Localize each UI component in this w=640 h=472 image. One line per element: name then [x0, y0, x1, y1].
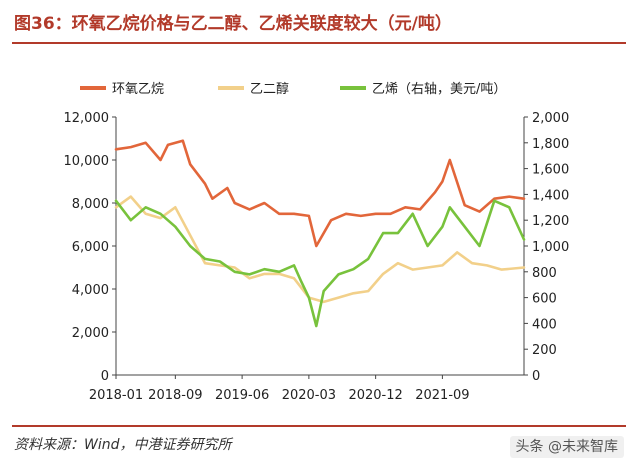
y-left-tick-label: 12,000: [64, 111, 110, 126]
series-lines: [114, 139, 526, 328]
y-right-tick-label: 0: [532, 369, 540, 384]
y-right-tick-label: 1,600: [532, 163, 569, 178]
axes: 0 2,000 4,000 6,000 8,000 10,000 12,000 0 200 400…: [64, 111, 570, 403]
watermark: 头条 @未来智库: [509, 436, 624, 458]
x-tick-label: 2018-09: [148, 388, 202, 403]
x-tick-label: 2018-01: [89, 388, 143, 403]
y-right-tick-label: 400: [532, 317, 557, 332]
x-tick-label: 2020-03: [282, 388, 336, 403]
watermark-text: 头条 @未来智库: [509, 436, 624, 458]
y-right-tick-label: 800: [532, 266, 557, 281]
y-left-tick-label: 10,000: [64, 154, 110, 169]
y-left-tick-label: 6,000: [72, 240, 109, 255]
y-right-tick-label: 1,400: [532, 188, 569, 203]
y-left-tick-label: 0: [101, 369, 109, 384]
x-tick-label: 2019-06: [215, 388, 269, 403]
y-left-tick-label: 2,000: [72, 326, 109, 341]
y-right-tick-label: 1,200: [532, 214, 569, 229]
y-left-tick-label: 8,000: [72, 197, 109, 212]
legend-label-3: 乙烯（右轴，美元/吨）: [372, 82, 506, 97]
x-tick-label: 2021-09: [415, 388, 469, 403]
title-rule: [12, 42, 626, 44]
legend-label-1: 环氧乙烷: [112, 82, 164, 97]
source-note: 资料来源：Wind，中港证券研究所: [14, 437, 232, 453]
y-right-tick-label: 1,000: [532, 240, 569, 255]
source-rule: [12, 425, 626, 427]
series-line-1: [114, 139, 526, 248]
y-right-tick-label: 600: [532, 292, 557, 307]
y-right-tick-label: 200: [532, 343, 557, 358]
y-right-tick-label: 1,800: [532, 137, 569, 152]
series-line-2: [114, 195, 526, 304]
series-line-3: [114, 199, 526, 328]
chart-title: 图36：环氧乙烷价格与乙二醇、乙烯关联度较大（元/吨）: [14, 14, 452, 34]
legend-label-2: 乙二醇: [250, 81, 289, 97]
x-tick-label: 2020-12: [348, 388, 402, 403]
y-right-tick-label: 2,000: [532, 111, 569, 126]
y-left-tick-label: 4,000: [72, 283, 109, 298]
legend: 环氧乙烷 乙二醇 乙烯（右轴，美元/吨）: [80, 81, 506, 97]
